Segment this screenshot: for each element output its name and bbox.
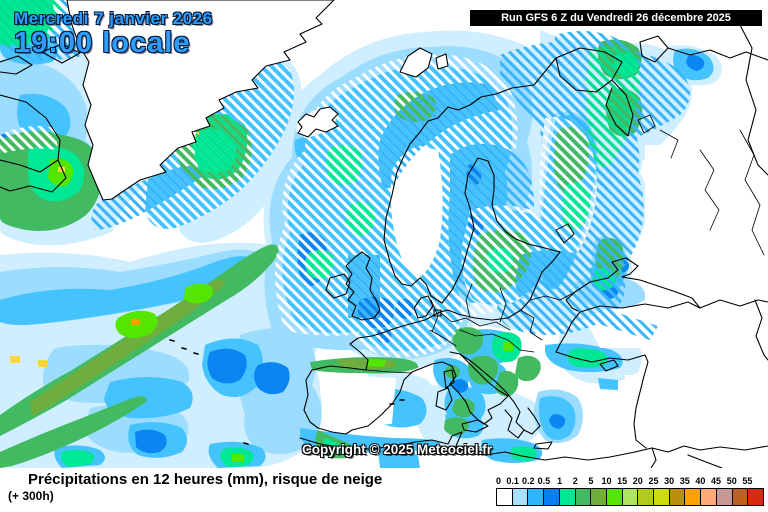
- snow-risk-hatching: [0, 0, 690, 358]
- legend-tick-label: 40: [695, 476, 706, 486]
- legend-cell: [591, 489, 607, 505]
- map-title: Précipitations en 12 heures (mm), risque…: [28, 471, 383, 488]
- legend-cell: [701, 489, 717, 505]
- legend-cell: [638, 489, 655, 505]
- legend-cell: [512, 489, 529, 505]
- legend-cell: [497, 489, 513, 505]
- legend-tick-label: 0.5: [537, 476, 551, 486]
- legend-tick-label: 20: [632, 476, 643, 486]
- legend-cell: [654, 489, 670, 505]
- legend-cell: [669, 489, 686, 505]
- legend-tick-label: 2: [572, 476, 578, 486]
- copyright-watermark: Copyright © 2025 Meteociel.fr: [302, 442, 492, 457]
- legend-tick-label: 50: [726, 476, 737, 486]
- legend-tick-label: 30: [664, 476, 675, 486]
- legend-bar: [496, 488, 764, 506]
- legend-tick-label: 15: [617, 476, 628, 486]
- legend-labels: 0 0.1 0.2 0.5 1 2 5 10 15 20 25 30 35 40 45 50 55: [496, 476, 764, 486]
- legend-tick-label: 0.1: [506, 476, 519, 486]
- legend-cell: [559, 489, 576, 505]
- legend-cell: [716, 489, 733, 505]
- legend-tick-label: 1: [557, 476, 563, 486]
- precipitation-legend: 0 0.1 0.2 0.5 1 2 5 10 15 20 25 30 35 40 45 50 55: [496, 476, 764, 510]
- legend-tick-label: 10: [601, 476, 612, 486]
- legend-cell: [606, 489, 623, 505]
- legend-cell: [748, 489, 763, 505]
- legend-tick-label: 0: [495, 476, 502, 486]
- legend-tick-label: 25: [648, 476, 659, 486]
- legend-cell: [732, 489, 749, 505]
- legend-tick-label: 0.2: [522, 476, 535, 486]
- legend-cell: [622, 489, 639, 505]
- legend-cell: [685, 489, 702, 505]
- legend-tick-label: 35: [679, 476, 690, 486]
- legend-cell: [544, 489, 560, 505]
- weather-map: [0, 0, 768, 468]
- coastlines: [0, 0, 768, 468]
- model-run-banner: Run GFS 6 Z du Vendredi 26 décembre 2025: [470, 10, 762, 26]
- valid-time-text: 19:00 locale: [14, 26, 191, 59]
- legend-tick-label: 55: [742, 476, 753, 486]
- forecast-lead-time: (+ 300h): [8, 489, 54, 503]
- legend-cell: [575, 489, 592, 505]
- valid-date-text: Mercredi 7 janvier 2026: [14, 9, 213, 28]
- legend-cell: [528, 489, 545, 505]
- precipitation-map-canvas: [0, 0, 768, 468]
- legend-tick-label: 5: [588, 476, 594, 486]
- valid-datetime-label: Mercredi 7 janvier 2026 19:00 locale: [14, 9, 213, 59]
- legend-tick-label: 45: [711, 476, 722, 486]
- footer-bar: Précipitations en 12 heures (mm), risque…: [0, 468, 768, 512]
